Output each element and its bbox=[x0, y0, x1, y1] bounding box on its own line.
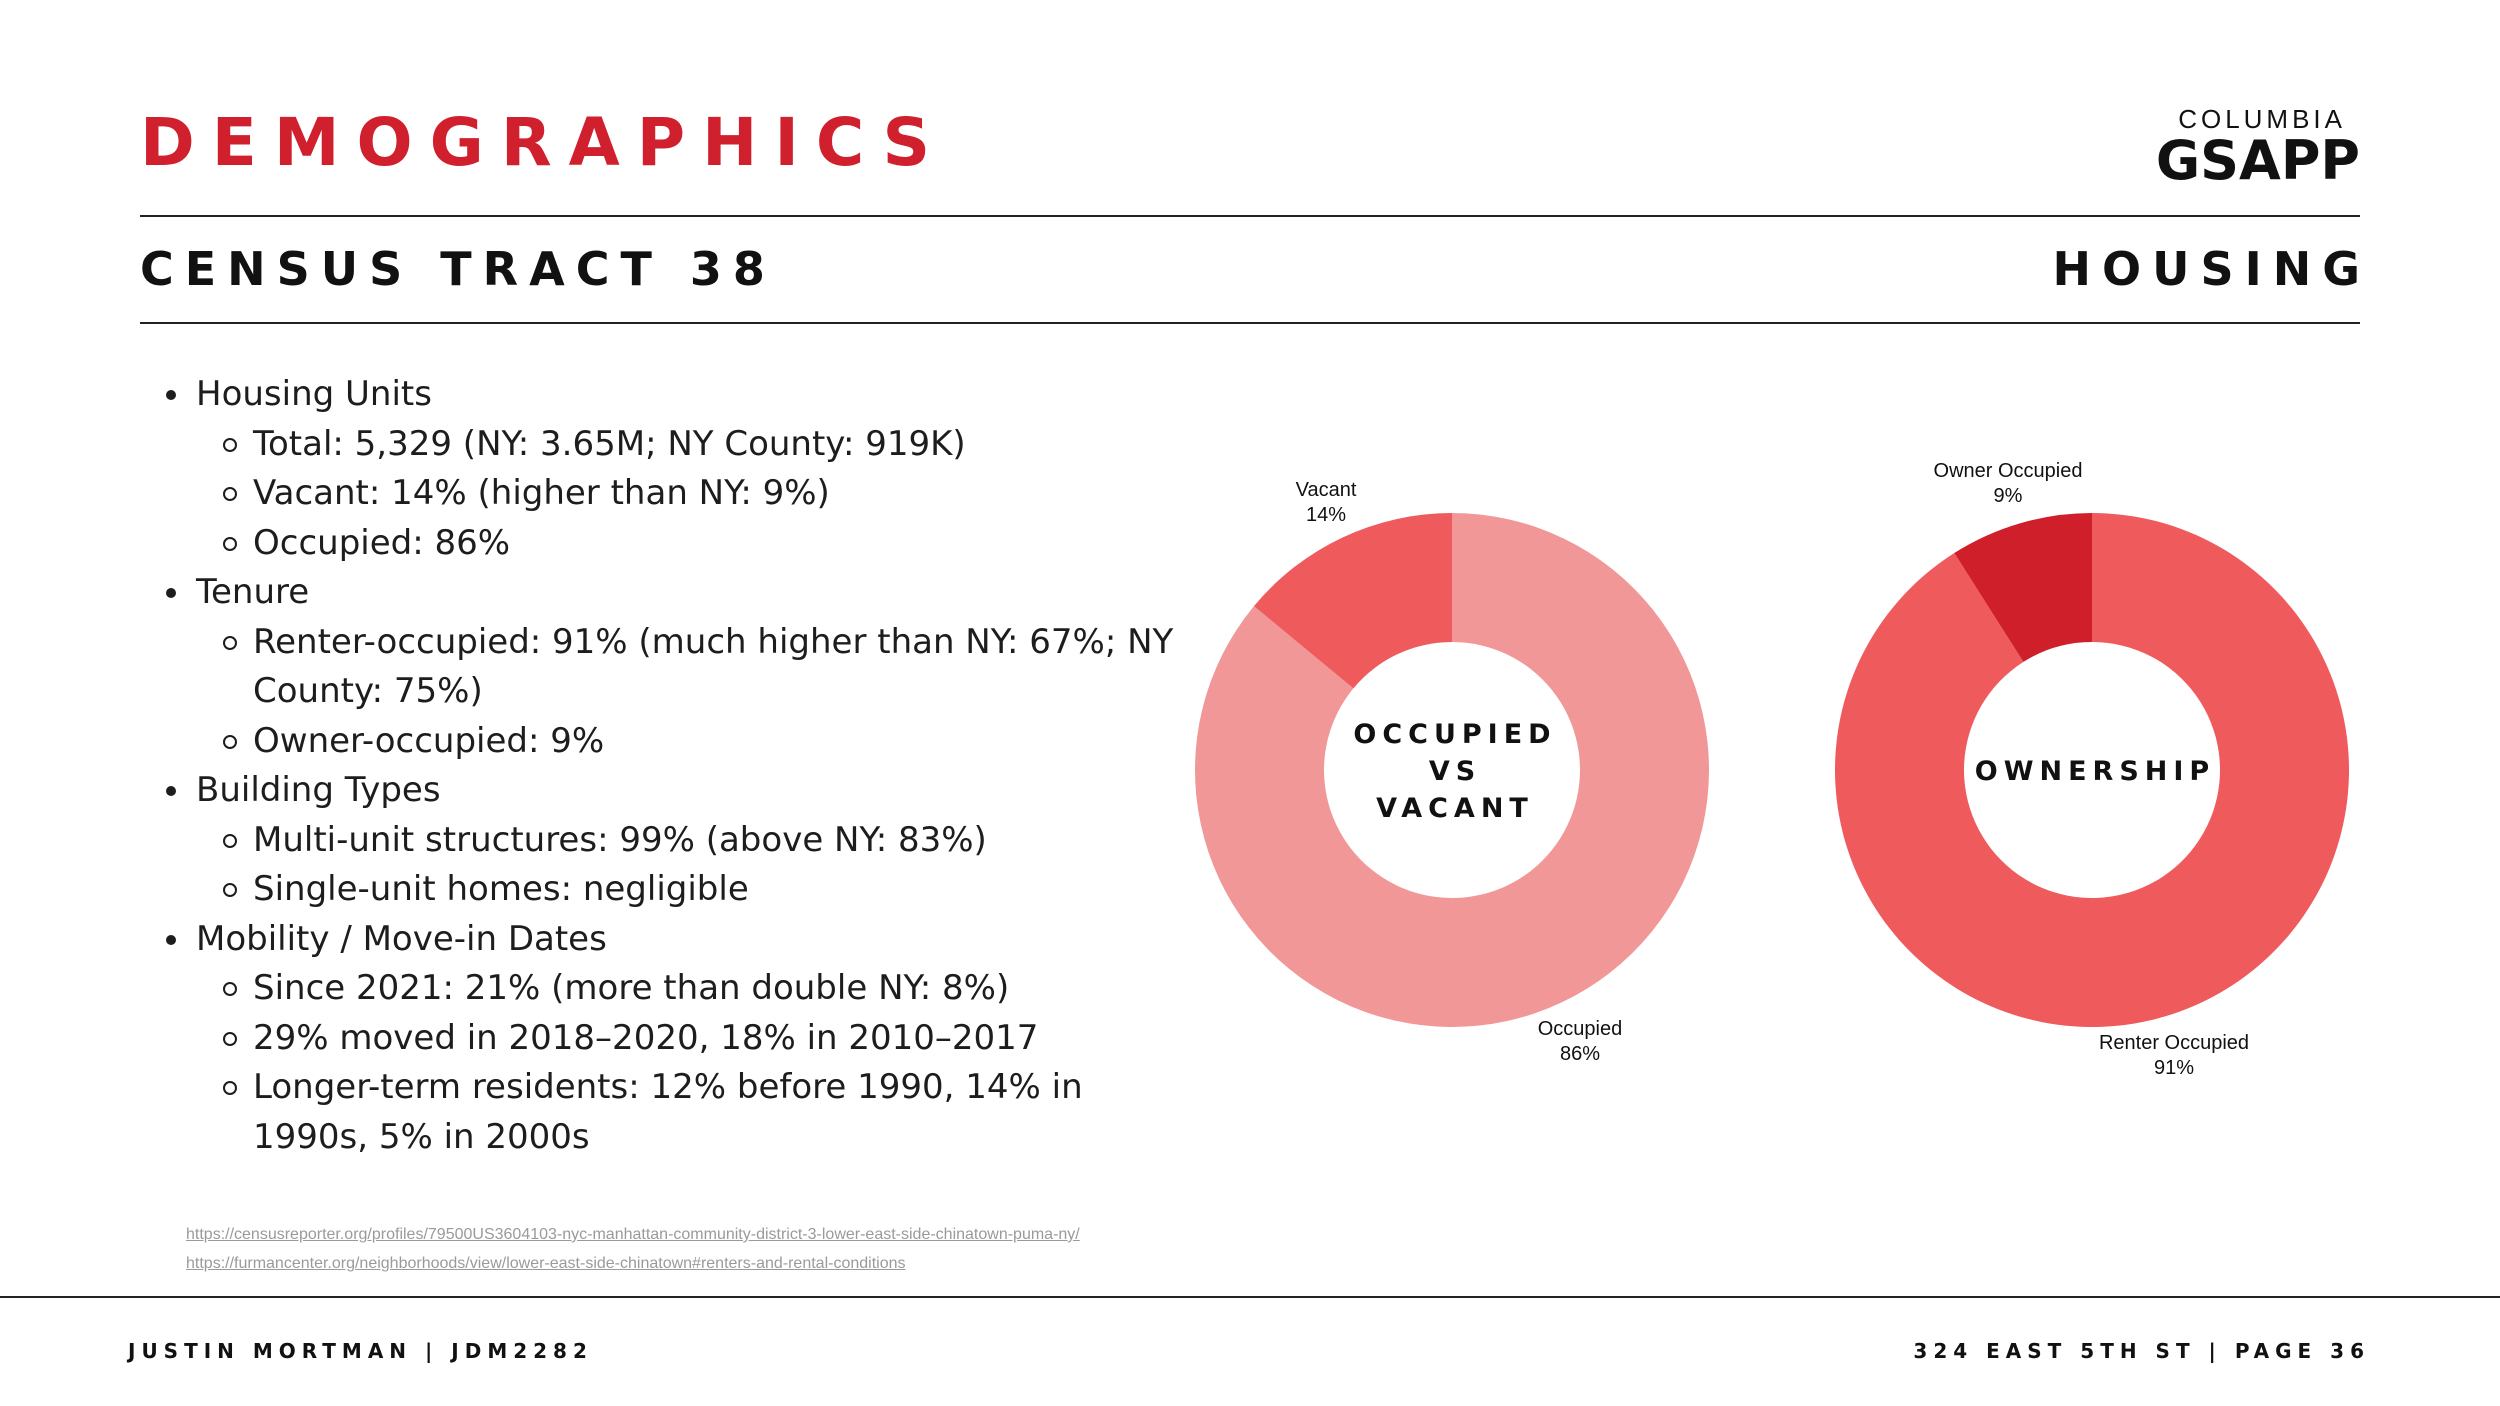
sub-bullet-item: 29% moved in 2018–2020, 18% in 2010–2017 bbox=[160, 1014, 1180, 1064]
bullet-list: Housing Units Total: 5,329 (NY: 3.65M; NY… bbox=[160, 370, 1180, 1162]
donut-center-label: VACANT bbox=[1376, 793, 1534, 824]
subtitle-census-tract: CENSUS TRACT 38 bbox=[140, 242, 776, 296]
sub-bullet-item: Total: 5,329 (NY: 3.65M; NY County: 919K… bbox=[160, 420, 1180, 470]
subtitle-housing: HOUSING bbox=[2052, 242, 2371, 296]
bullet-item: Housing Units bbox=[160, 370, 1180, 420]
footer-divider bbox=[0, 1296, 2500, 1298]
sources: https://censusreporter.org/profiles/7950… bbox=[186, 1220, 1080, 1278]
source-link-1[interactable]: https://censusreporter.org/profiles/7950… bbox=[186, 1226, 1080, 1243]
page-title: DEMOGRAPHICS bbox=[140, 104, 948, 181]
slice-category-label: Renter Occupied bbox=[2099, 1032, 2249, 1054]
slice-value-label: 9% bbox=[1994, 485, 2023, 507]
slice-category-label: Occupied bbox=[1538, 1018, 1623, 1040]
donut-slice-occupied bbox=[1195, 513, 1710, 1027]
donut-center-label: OWNERSHIP bbox=[1975, 756, 2215, 787]
footer-page: 324 EAST 5TH ST | PAGE 36 bbox=[1913, 1339, 2370, 1363]
footer-author: JUSTIN MORTMAN | JDM2282 bbox=[128, 1339, 593, 1363]
donut-center-label: OCCUPIED bbox=[1353, 719, 1556, 750]
donut-slice-vacant bbox=[1253, 513, 1452, 689]
header-divider-top bbox=[140, 215, 2360, 217]
bullet-item: Mobility / Move-in Dates bbox=[160, 915, 1180, 965]
header-divider-bottom bbox=[140, 322, 2360, 324]
slice-category-label: Vacant bbox=[1296, 479, 1357, 501]
slice-value-label: 14% bbox=[1306, 504, 1346, 526]
donut-slice-owner-occupied bbox=[1954, 513, 2092, 662]
logo-columbia-text: COLUMBIA bbox=[2178, 104, 2346, 134]
donut-slice-renter-occupied bbox=[1834, 513, 2349, 1027]
donut-center-label: VS bbox=[1429, 756, 1481, 787]
donut-chart-occupancy: Occupied 86% Vacant 14% OCCUPIED VS VACANT bbox=[1195, 479, 1710, 1065]
sub-bullet-item: Vacant: 14% (higher than NY: 9%) bbox=[160, 469, 1180, 519]
slice-category-label: Owner Occupied bbox=[1934, 460, 2083, 482]
logo-gsapp: GSAPP bbox=[2155, 129, 2360, 192]
bullet-item: Building Types bbox=[160, 766, 1180, 816]
bullet-root: Housing Units Total: 5,329 (NY: 3.65M; NY… bbox=[160, 370, 1180, 1162]
slice-value-label: 86% bbox=[1560, 1043, 1600, 1065]
sub-bullet-item: Renter-occupied: 91% (much higher than N… bbox=[160, 618, 1180, 717]
sub-bullet-item: Since 2021: 21% (more than double NY: 8%… bbox=[160, 964, 1180, 1014]
source-link-2[interactable]: https://furmancenter.org/neighborhoods/v… bbox=[186, 1255, 906, 1272]
sub-bullet-item: Owner-occupied: 9% bbox=[160, 717, 1180, 767]
sub-bullet-item: Occupied: 86% bbox=[160, 519, 1180, 569]
bullet-item: Tenure bbox=[160, 568, 1180, 618]
sub-bullet-item: Longer-term residents: 12% before 1990, … bbox=[160, 1063, 1180, 1162]
donut-chart-ownership: Renter Occupied 91% Owner Occupied 9% OWNERS… bbox=[1834, 460, 2349, 1079]
slice-value-label: 91% bbox=[2154, 1057, 2194, 1079]
sub-bullet-item: Multi-unit structures: 99% (above NY: 83… bbox=[160, 816, 1180, 866]
sub-bullet-item: Single-unit homes: negligible bbox=[160, 865, 1180, 915]
